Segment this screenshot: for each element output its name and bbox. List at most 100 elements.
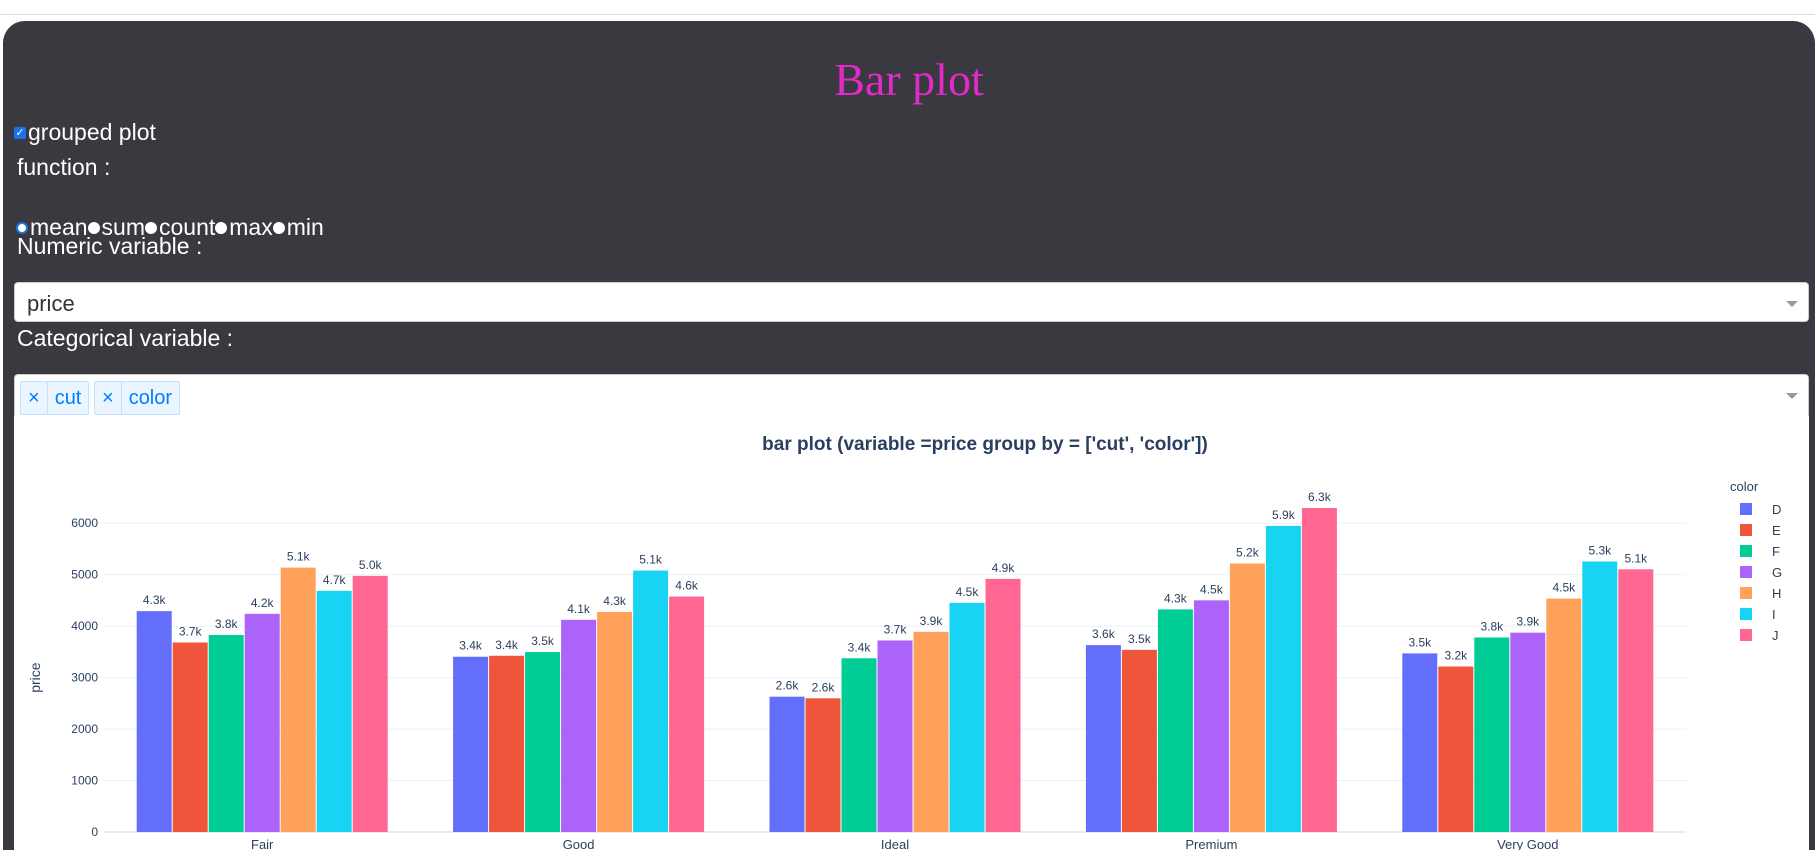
numeric-variable-dropdown[interactable]: price [14, 282, 1809, 322]
bar-ideal-D [769, 696, 805, 832]
bar-data-label: 3.6k [1092, 627, 1116, 641]
bar-premium-D [1085, 645, 1121, 832]
x-tick-label: Very Good [1497, 837, 1558, 850]
tag-label: color [128, 386, 173, 409]
y-tick-label: 3000 [71, 671, 98, 685]
radio-option-min[interactable]: min [272, 214, 324, 241]
tag-label: cut [54, 386, 82, 409]
bar-data-label: 4.5k [1552, 581, 1576, 595]
x-tick-label: Ideal [881, 837, 909, 850]
legend-title: color [1730, 479, 1759, 494]
y-tick-label: 4000 [71, 619, 98, 633]
legend-swatch-F [1740, 545, 1752, 557]
y-tick-label: 2000 [71, 722, 98, 736]
bar-fair-D [136, 611, 172, 832]
bar-data-label: 3.7k [179, 624, 203, 638]
legend-swatch-D [1740, 503, 1752, 515]
bar-ideal-F [841, 658, 877, 832]
bar-data-label: 3.7k [884, 622, 908, 636]
function-label: function : [17, 154, 111, 180]
bar-data-label: 6.3k [1308, 490, 1332, 504]
bar-fair-E [172, 642, 208, 832]
bar-very-good-D [1402, 653, 1438, 832]
bar-data-label: 3.9k [1516, 615, 1540, 629]
bar-fair-G [244, 613, 280, 832]
bar-data-label: 5.1k [1624, 551, 1648, 565]
x-tick-label: Fair [251, 837, 274, 850]
legend-label: J [1772, 628, 1779, 643]
bar-good-E [489, 655, 525, 832]
grouped-plot-toggle[interactable]: ✓ grouped plot [14, 119, 156, 146]
bar-data-label: 4.6k [675, 579, 699, 593]
bar-good-G [561, 619, 597, 832]
bar-ideal-E [805, 698, 841, 832]
bar-ideal-H [913, 631, 949, 832]
bar-data-label: 5.0k [359, 558, 383, 572]
bar-premium-H [1229, 563, 1265, 832]
x-tick-label: Premium [1185, 837, 1237, 850]
legend-swatch-E [1740, 524, 1752, 536]
radio-max-icon[interactable] [215, 221, 228, 234]
radio-option-count[interactable]: count [145, 214, 215, 241]
bar-fair-F [208, 635, 244, 832]
bar-premium-F [1157, 609, 1193, 832]
bar-very-good-G [1510, 632, 1546, 832]
bar-fair-I [316, 590, 352, 832]
radio-option-mean[interactable]: mean [16, 214, 88, 241]
bar-very-good-E [1438, 666, 1474, 832]
remove-tag-color-icon[interactable]: × [95, 382, 122, 414]
legend-label: I [1772, 607, 1776, 622]
bar-data-label: 3.9k [920, 614, 944, 628]
bar-good-H [597, 611, 633, 832]
bar-very-good-J [1618, 569, 1654, 832]
radio-label: max [229, 214, 273, 240]
function-radio-group: mean sum count max min [16, 214, 324, 241]
radio-option-sum[interactable]: sum [87, 214, 145, 241]
bar-data-label: 4.3k [1164, 591, 1188, 605]
bar-premium-I [1265, 525, 1301, 832]
bar-data-label: 3.2k [1444, 649, 1468, 663]
radio-label: count [159, 214, 216, 240]
legend-swatch-J [1740, 629, 1752, 641]
y-tick-label: 6000 [71, 516, 98, 530]
categorical-variable-multiselect[interactable]: × cut × color [14, 374, 1809, 416]
radio-label: min [286, 214, 324, 240]
chevron-down-icon[interactable] [1786, 393, 1798, 399]
bar-good-J [669, 596, 705, 832]
bar-ideal-I [949, 602, 985, 832]
legend-swatch-G [1740, 566, 1752, 578]
chart-title: bar plot (variable =price group by = ['c… [762, 434, 1208, 455]
tag-color: × color [94, 381, 181, 415]
radio-count-icon[interactable] [145, 221, 157, 234]
page-title: Bar plot [834, 54, 984, 105]
page-top-border [0, 0, 1815, 15]
x-tick-label: Good [563, 837, 595, 850]
checkbox-checked-icon[interactable]: ✓ [14, 126, 26, 139]
categorical-variable-label: Categorical variable : [17, 325, 234, 351]
bar-data-label: 2.6k [812, 680, 836, 694]
radio-min-icon[interactable] [272, 221, 285, 234]
bar-very-good-H [1546, 598, 1582, 832]
radio-mean-icon[interactable] [16, 221, 28, 234]
legend-swatch-I [1740, 608, 1752, 620]
radio-label: mean [30, 214, 88, 240]
bar-data-label: 3.4k [848, 640, 872, 654]
remove-tag-cut-icon[interactable]: × [21, 382, 48, 414]
bar-chart: bar plot (variable =price group by = ['c… [14, 416, 1809, 852]
bar-data-label: 2.6k [776, 679, 800, 693]
bar-good-D [453, 656, 489, 832]
chevron-down-icon[interactable] [1786, 301, 1798, 307]
numeric-variable-label: Numeric variable : [17, 233, 203, 259]
y-tick-label: 1000 [71, 774, 98, 788]
radio-sum-icon[interactable] [87, 221, 100, 234]
bar-data-label: 4.1k [567, 602, 591, 616]
bar-data-label: 5.1k [287, 550, 311, 564]
bar-data-label: 5.3k [1588, 543, 1612, 557]
radio-option-max[interactable]: max [215, 214, 273, 241]
bar-data-label: 4.7k [323, 573, 347, 587]
bar-data-label: 5.1k [639, 553, 663, 567]
legend-label: H [1772, 586, 1781, 601]
radio-label: sum [101, 214, 145, 240]
y-tick-label: 5000 [71, 568, 98, 582]
tag-cut: × cut [20, 381, 90, 415]
